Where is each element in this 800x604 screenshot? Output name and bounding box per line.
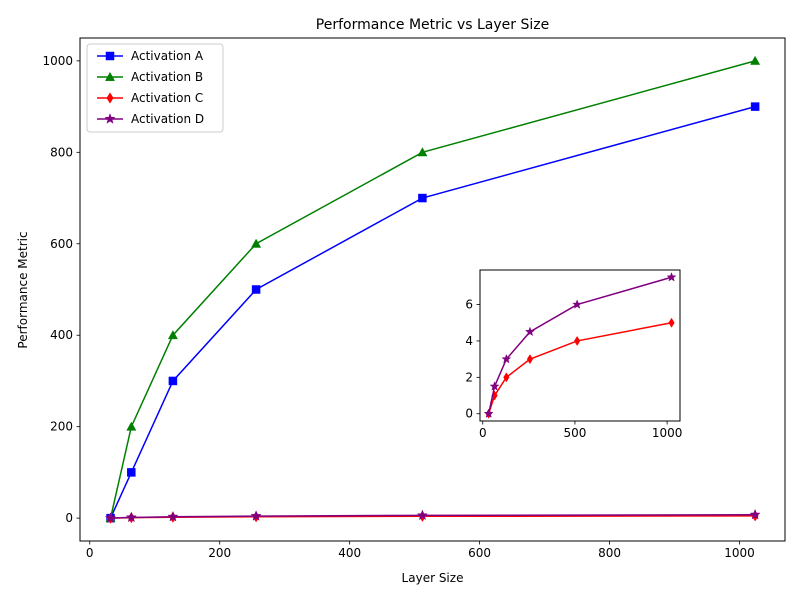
inset-data-point bbox=[483, 408, 494, 418]
main-data-point bbox=[250, 510, 262, 521]
main-data-point bbox=[167, 330, 178, 340]
main-series-line-4 bbox=[110, 513, 756, 519]
main-data-point bbox=[251, 238, 262, 248]
inset-series-line-2 bbox=[487, 276, 672, 414]
inset-axes-frame bbox=[479, 269, 681, 422]
main-x-tick-label: 800 bbox=[598, 546, 621, 560]
main-data-point bbox=[126, 421, 137, 431]
main-data-point bbox=[125, 511, 137, 523]
legend-marker bbox=[104, 113, 116, 124]
inset-data-point bbox=[503, 372, 510, 383]
main-x-tick-label: 1000 bbox=[724, 546, 755, 560]
chart-title: Performance Metric vs Layer Size bbox=[316, 17, 549, 33]
inset-y-tick-label: 6 bbox=[465, 298, 473, 312]
main-x-tick-label: 0 bbox=[86, 546, 94, 560]
main-series-line-1 bbox=[109, 105, 756, 519]
legend-label: Activation B bbox=[131, 70, 203, 84]
inset-plot-area: 0 500 1000 0 2 4 6 bbox=[465, 269, 683, 440]
inset-data-point bbox=[572, 299, 583, 309]
main-data-point bbox=[168, 376, 178, 386]
main-y-tick-label: 600 bbox=[50, 237, 73, 251]
x-axis-label: Layer Size bbox=[402, 571, 464, 585]
legend: Activation A Activation B Activation C Acti… bbox=[86, 43, 224, 133]
main-y-tick-label: 1000 bbox=[42, 54, 73, 68]
inset-x-tick-label: 1000 bbox=[652, 426, 683, 440]
main-series-line-2 bbox=[109, 60, 756, 519]
y-axis-label: Performance Metric bbox=[16, 231, 30, 348]
inset-x-tick-label: 0 bbox=[479, 426, 487, 440]
inset-data-point bbox=[501, 353, 512, 364]
main-y-tick-label: 400 bbox=[50, 328, 73, 342]
inset-data-point bbox=[524, 326, 535, 337]
legend-marker bbox=[104, 71, 116, 81]
inset-data-point bbox=[526, 354, 534, 365]
legend-frame bbox=[86, 43, 224, 133]
inset-data-point bbox=[668, 317, 675, 328]
main-data-point bbox=[418, 193, 427, 203]
main-y-tick-label: 200 bbox=[50, 420, 73, 434]
inset-data-point bbox=[574, 335, 581, 346]
main-x-tick-label: 400 bbox=[338, 546, 361, 560]
legend-marker bbox=[105, 51, 115, 61]
main-data-point bbox=[749, 508, 761, 520]
main-x-tick-label: 600 bbox=[468, 546, 491, 560]
main-x-tick-label: 200 bbox=[208, 546, 231, 560]
inset-data-point bbox=[666, 272, 677, 282]
main-data-point bbox=[127, 468, 136, 477]
main-data-point bbox=[167, 510, 179, 522]
inset-data-point bbox=[489, 381, 500, 391]
main-data-point bbox=[750, 55, 761, 65]
main-y-tick-label: 800 bbox=[50, 145, 73, 159]
main-data-point bbox=[417, 147, 428, 157]
legend-marker bbox=[106, 92, 114, 104]
inset-y-tick-label: 0 bbox=[465, 407, 473, 421]
main-y-tick-label: 0 bbox=[65, 511, 73, 525]
main-data-point bbox=[750, 102, 760, 111]
main-data-point bbox=[251, 285, 261, 294]
inset-y-tick-label: 4 bbox=[465, 334, 473, 348]
legend-label: Activation A bbox=[131, 49, 204, 63]
inset-x-tick-label: 500 bbox=[563, 426, 586, 440]
main-data-point bbox=[416, 509, 429, 521]
legend-label: Activation D bbox=[131, 112, 204, 126]
inset-y-tick-label: 2 bbox=[465, 370, 473, 384]
main-data-point bbox=[104, 512, 117, 523]
legend-label: Activation C bbox=[131, 91, 203, 105]
